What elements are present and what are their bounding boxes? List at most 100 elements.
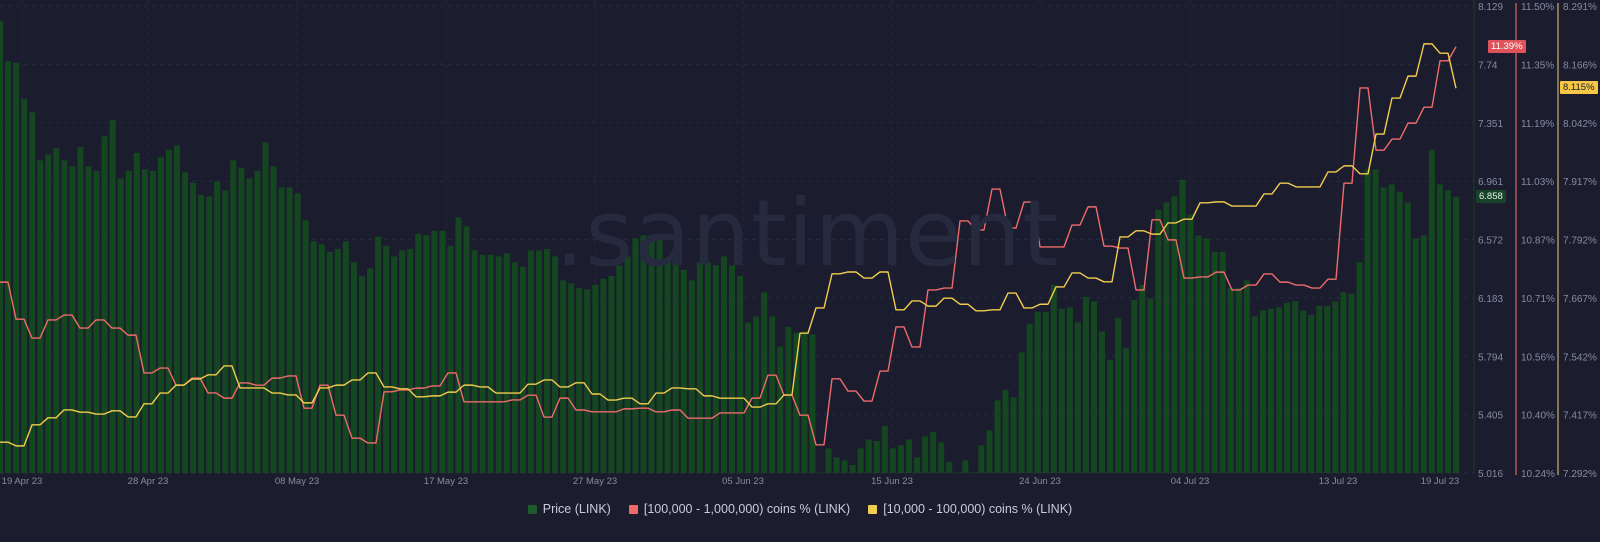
price-bar bbox=[825, 448, 832, 473]
price-bar bbox=[238, 167, 245, 474]
price-bar bbox=[367, 268, 374, 473]
price-bar bbox=[1050, 284, 1057, 473]
price-bar bbox=[471, 250, 478, 473]
price-bar bbox=[1235, 287, 1242, 473]
price-bar bbox=[696, 262, 703, 473]
legend-item-10k-100k[interactable]: [10,000 - 100,000) coins % (LINK) bbox=[868, 502, 1072, 516]
price-bar bbox=[753, 316, 760, 473]
price-bar bbox=[1091, 301, 1098, 473]
price-bar bbox=[793, 332, 800, 473]
legend: Price (LINK) [100,000 - 1,000,000) coins… bbox=[0, 502, 1600, 516]
x-tick-label: 17 May 23 bbox=[424, 476, 468, 487]
price-bar bbox=[487, 254, 494, 473]
price-bar bbox=[1444, 190, 1451, 473]
x-tick-label: 19 Jul 23 bbox=[1421, 476, 1460, 487]
price-bar bbox=[93, 170, 100, 473]
price-bar bbox=[729, 265, 736, 473]
price-bar bbox=[0, 20, 3, 473]
current-price-badge: 6.858 bbox=[1476, 189, 1506, 203]
price-bar bbox=[640, 235, 647, 473]
price-bar bbox=[1404, 202, 1411, 473]
price-bar bbox=[1123, 347, 1130, 473]
legend-swatch-10k-100k bbox=[868, 504, 878, 514]
current-100k-1m-badge: 11.39% bbox=[1488, 39, 1526, 53]
price-bar bbox=[688, 280, 695, 473]
price-bar bbox=[608, 275, 615, 473]
price-bar bbox=[1211, 251, 1218, 473]
price-bar bbox=[535, 250, 542, 473]
price-bar bbox=[286, 187, 293, 473]
price-bar bbox=[69, 166, 76, 473]
y-tick-label-price: 7.74 bbox=[1478, 60, 1498, 71]
price-bar bbox=[37, 160, 44, 474]
price-bar bbox=[1259, 310, 1266, 473]
y-tick-label-holders_10k_100k: 7.417% bbox=[1563, 411, 1597, 422]
price-bars bbox=[0, 20, 1459, 474]
price-bar bbox=[809, 334, 816, 473]
price-bar bbox=[415, 233, 422, 473]
price-bar bbox=[503, 253, 510, 473]
y-tick-label-whales_100k_1m: 10.56% bbox=[1521, 352, 1555, 363]
price-bar bbox=[1292, 301, 1299, 473]
price-bar bbox=[439, 230, 446, 473]
price-bar bbox=[1267, 308, 1274, 473]
price-bar bbox=[938, 442, 945, 473]
y-tick-label-price: 5.794 bbox=[1478, 352, 1503, 363]
y-tick-label-price: 7.351 bbox=[1478, 119, 1503, 130]
price-bar bbox=[1139, 284, 1146, 473]
price-bar bbox=[576, 287, 583, 473]
price-bar bbox=[704, 262, 711, 473]
price-bar bbox=[1308, 314, 1315, 473]
price-bar bbox=[1388, 184, 1395, 474]
price-bar bbox=[495, 256, 502, 473]
price-bar bbox=[664, 259, 671, 473]
price-bar bbox=[1002, 389, 1009, 473]
price-bar bbox=[278, 187, 285, 473]
price-bar bbox=[930, 431, 937, 473]
price-bar bbox=[857, 448, 864, 473]
price-bar bbox=[680, 269, 687, 473]
y-tick-label-holders_10k_100k: 8.166% bbox=[1563, 60, 1597, 71]
y-tick-label-price: 5.016 bbox=[1478, 469, 1503, 480]
price-bar bbox=[294, 193, 301, 473]
price-bar bbox=[1203, 238, 1210, 473]
price-bar bbox=[946, 461, 953, 473]
price-bar bbox=[1026, 323, 1033, 473]
price-bar bbox=[672, 259, 679, 473]
price-bar bbox=[761, 292, 768, 473]
price-bar bbox=[841, 460, 848, 473]
y-tick-label-holders_10k_100k: 7.917% bbox=[1563, 177, 1597, 188]
price-bar bbox=[1332, 301, 1339, 473]
price-bar bbox=[1042, 311, 1049, 473]
price-bar bbox=[970, 472, 977, 473]
price-bar bbox=[616, 265, 623, 473]
price-bar bbox=[584, 289, 591, 473]
price-bar bbox=[1364, 169, 1371, 473]
price-bar bbox=[1420, 235, 1427, 473]
price-bar bbox=[552, 256, 559, 473]
price-bar bbox=[954, 472, 961, 473]
price-bar bbox=[1179, 179, 1186, 473]
price-bar bbox=[1082, 296, 1089, 473]
price-bar bbox=[769, 316, 776, 473]
price-bar bbox=[1356, 262, 1363, 473]
y-tick-label-holders_10k_100k: 7.542% bbox=[1563, 352, 1597, 363]
legend-item-100k-1m[interactable]: [100,000 - 1,000,000) coins % (LINK) bbox=[628, 502, 850, 516]
price-bar bbox=[849, 464, 856, 473]
price-bar bbox=[45, 154, 52, 473]
y-tick-label-price: 6.183 bbox=[1478, 294, 1503, 305]
price-bar bbox=[1163, 202, 1170, 473]
price-bar bbox=[310, 241, 317, 473]
price-bar bbox=[463, 226, 470, 473]
y-tick-label-whales_100k_1m: 10.71% bbox=[1521, 294, 1555, 305]
price-bar bbox=[350, 262, 357, 473]
price-bar bbox=[198, 194, 205, 473]
legend-item-price[interactable]: Price (LINK) bbox=[527, 502, 611, 516]
price-bar bbox=[479, 254, 486, 473]
current-10k-100k-badge: 8.115% bbox=[1560, 81, 1598, 95]
y-tick-label-whales_100k_1m: 10.40% bbox=[1521, 411, 1555, 422]
price-bar bbox=[745, 322, 752, 473]
price-bar bbox=[1453, 196, 1459, 473]
price-bar bbox=[101, 136, 108, 473]
price-bar bbox=[1058, 308, 1065, 473]
